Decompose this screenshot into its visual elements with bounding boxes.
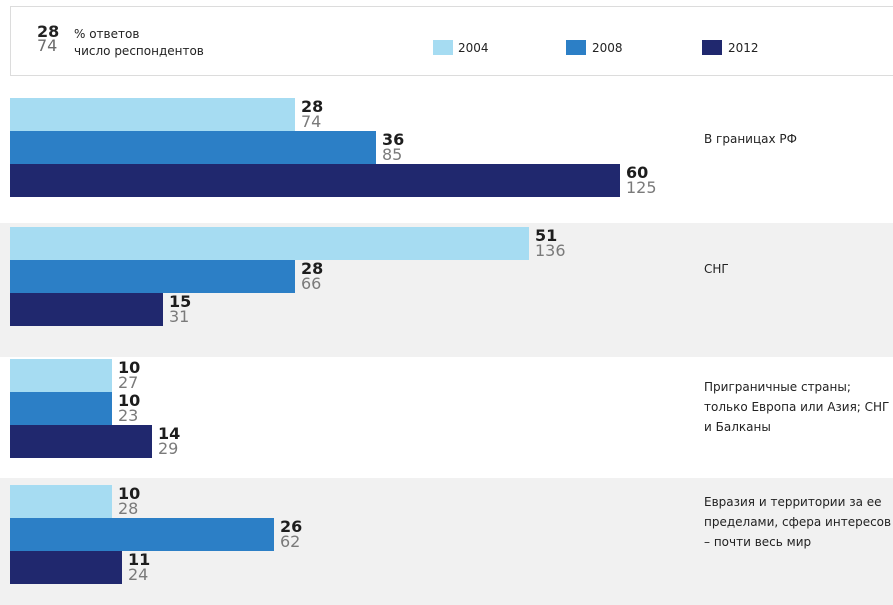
data-label-percent: 26	[280, 517, 303, 536]
bar-2012	[10, 551, 122, 584]
bar-2004	[10, 485, 112, 518]
data-label-respondents: 62	[280, 532, 301, 551]
bar-2012	[10, 293, 163, 326]
data-label-respondents: 85	[382, 145, 403, 164]
legend-pct-sample: 28	[37, 22, 60, 41]
bar-2004	[10, 98, 295, 131]
data-label-percent: 11	[128, 550, 151, 569]
data-label-percent: 10	[118, 358, 141, 377]
legend-pct-label: % ответов	[74, 27, 140, 41]
data-label-percent: 15	[169, 292, 192, 311]
data-label-percent: 10	[118, 391, 141, 410]
data-label-respondents: 74	[301, 112, 322, 131]
data-label-percent: 51	[535, 226, 558, 245]
legend-swatch-2004	[433, 40, 453, 55]
category-label: СНГ	[704, 262, 729, 276]
bar-2012	[10, 425, 152, 458]
bar-2008	[10, 131, 376, 164]
data-label-percent: 28	[301, 97, 324, 116]
legend-count-sample: 74	[37, 36, 58, 55]
data-label-respondents: 136	[535, 241, 566, 260]
legend-count-label: число респондентов	[74, 44, 204, 58]
legend-swatch-2012	[702, 40, 722, 55]
data-label-percent: 14	[158, 424, 181, 443]
legend-year-2008: 2008	[592, 41, 623, 55]
data-label-respondents: 23	[118, 406, 139, 425]
data-label-percent: 60	[626, 163, 649, 182]
data-label-respondents: 24	[128, 565, 149, 584]
data-label-respondents: 27	[118, 373, 139, 392]
data-label-respondents: 66	[301, 274, 322, 293]
legend-year-2004: 2004	[458, 41, 489, 55]
bar-2008	[10, 392, 112, 425]
data-label-percent: 10	[118, 484, 141, 503]
legend: 28 74 % ответов число респондентов 2004 …	[10, 6, 893, 76]
data-label-respondents: 31	[169, 307, 190, 326]
bar-2004	[10, 359, 112, 392]
data-label-percent: 36	[382, 130, 405, 149]
bar-2008	[10, 260, 295, 293]
bar-2004	[10, 227, 529, 260]
data-label-respondents: 125	[626, 178, 657, 197]
bar-2012	[10, 164, 620, 197]
category-label: Приграничные страны; только Европа или А…	[704, 380, 890, 434]
category-label: Евразия и территории за ее пределами, сф…	[704, 495, 892, 549]
data-label-respondents: 28	[118, 499, 139, 518]
legend-year-2012: 2012	[728, 41, 759, 55]
legend-swatch-2008	[566, 40, 586, 55]
bar-2008	[10, 518, 274, 551]
data-label-respondents: 29	[158, 439, 179, 458]
data-label-percent: 28	[301, 259, 324, 278]
category-label: В границах РФ	[704, 132, 797, 146]
